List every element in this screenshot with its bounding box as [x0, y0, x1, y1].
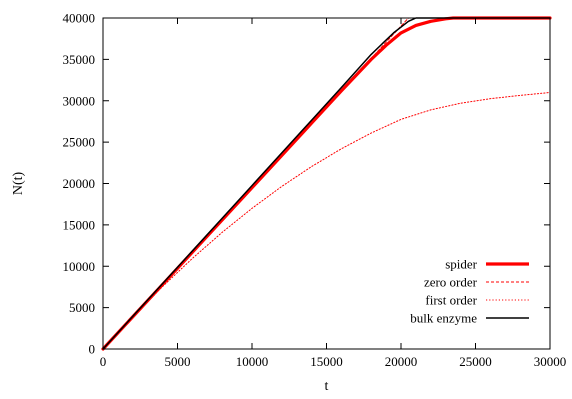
legend-label-first-order: first order — [425, 293, 477, 308]
legend: spider zero order first order bulk enzyme — [410, 257, 529, 326]
plot-frame — [102, 17, 551, 350]
y-tick-label: 15000 — [63, 217, 96, 232]
legend-label-zero-order: zero order — [424, 275, 478, 290]
ticks-layer: 0 5000 10000 15000 20000 25000 30000 0 5000 10000… — [63, 11, 567, 370]
x-tick-label: 30000 — [534, 354, 567, 369]
y-axis-label: N(t) — [11, 172, 26, 196]
x-tick-label: 20000 — [385, 354, 418, 369]
y-tick-label: 0 — [89, 342, 96, 357]
legend-label-spider: spider — [445, 257, 477, 272]
y-tick-label: 25000 — [63, 135, 96, 150]
series-layer — [101, 16, 552, 351]
x-tick-label: 25000 — [459, 354, 492, 369]
x-tick-label: 10000 — [236, 354, 269, 369]
y-tick-label: 30000 — [63, 93, 96, 108]
y-tick-label: 10000 — [63, 259, 96, 274]
y-tick-label: 5000 — [69, 300, 95, 315]
x-axis-label: t — [325, 379, 329, 394]
y-tick-label: 35000 — [63, 52, 96, 67]
y-tick-label: 40000 — [63, 11, 96, 26]
series-line-bulk-enzyme — [102, 17, 551, 350]
series-line-first-order — [102, 91, 551, 350]
series-line-spider — [101, 16, 552, 351]
x-tick-label: 15000 — [310, 354, 343, 369]
x-tick-label: 0 — [100, 354, 107, 369]
y-tick-label: 20000 — [63, 176, 96, 191]
legend-label-bulk-enzyme: bulk enzyme — [410, 311, 477, 326]
x-tick-label: 5000 — [165, 354, 191, 369]
